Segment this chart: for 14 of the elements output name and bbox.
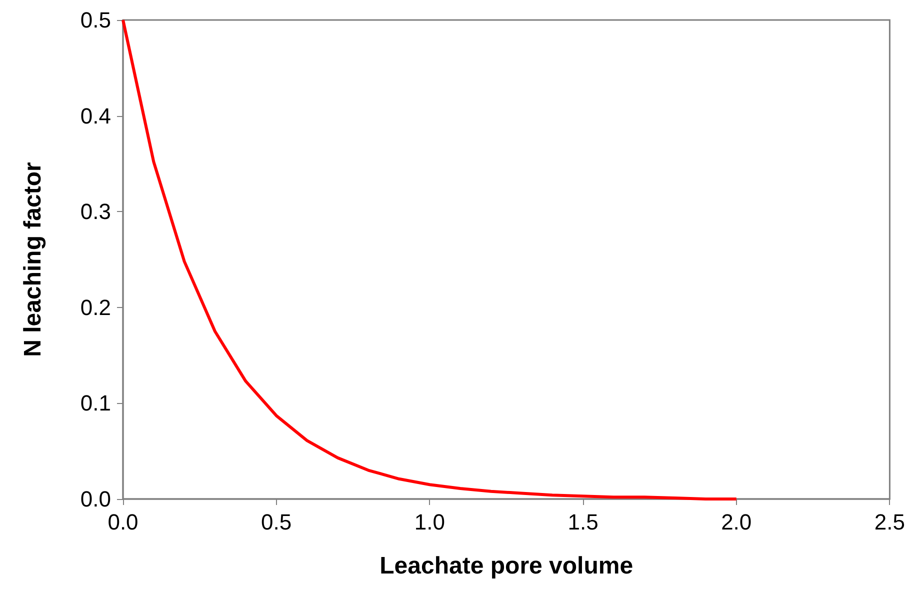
x-tick-label: 1.0 (414, 510, 445, 534)
y-tick-label: 0.2 (80, 294, 111, 320)
y-tick-label: 0.4 (80, 103, 111, 128)
x-tick-label: 0.0 (108, 510, 138, 534)
y-tick-label: 0.3 (80, 199, 111, 224)
x-tick-label: 2.0 (721, 510, 752, 534)
x-tick-label: 1.5 (568, 510, 598, 534)
y-tick-label: 0.5 (80, 8, 111, 32)
y-tick-label: 0.1 (80, 390, 111, 416)
x-tick-label: 2.5 (874, 510, 906, 534)
y-axis-title: N leaching factor (20, 162, 46, 357)
x-tick-label: 0.5 (261, 510, 292, 534)
x-axis-title: Leachate pore volume (380, 552, 634, 580)
y-tick-label: 0.0 (80, 486, 111, 512)
